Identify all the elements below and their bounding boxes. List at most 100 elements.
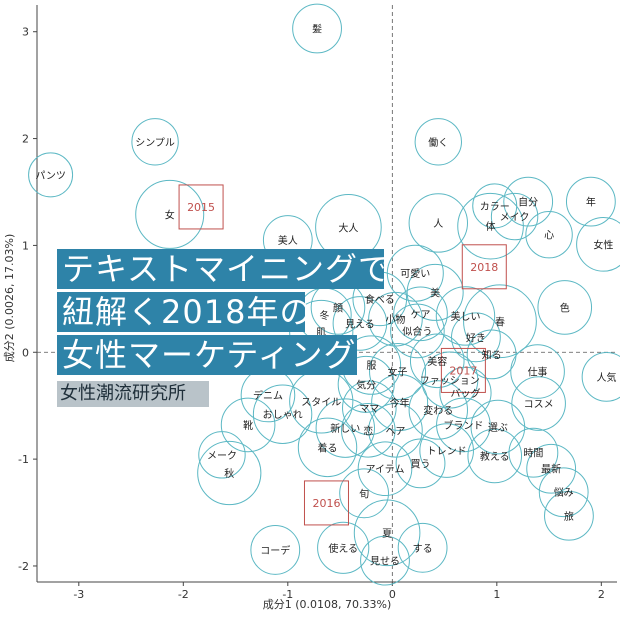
word-label: トレンド xyxy=(427,447,467,458)
word-label: 髪 xyxy=(312,24,322,36)
word-label: 気分 xyxy=(356,378,376,391)
word-label: シンプル xyxy=(135,137,175,149)
word-label: 知る xyxy=(482,348,502,361)
word-label: 美容 xyxy=(427,355,447,368)
word-bubble xyxy=(576,217,620,272)
word-bubble xyxy=(337,355,395,413)
word-bubble xyxy=(28,152,74,198)
word-bubble xyxy=(544,490,594,541)
word-bubble xyxy=(131,118,179,166)
word-label: 着る xyxy=(318,441,338,454)
word-label: 新しい xyxy=(330,422,360,435)
y-tick-label: -2 xyxy=(18,560,29,573)
word-label: 服 xyxy=(366,360,376,372)
word-label: コスメ xyxy=(524,400,554,411)
word-label: メーク xyxy=(207,450,237,462)
word-bubble xyxy=(435,286,496,346)
word-label: スタイル xyxy=(301,396,341,408)
word-bubble xyxy=(408,380,468,440)
word-bubble xyxy=(292,3,342,54)
word-bubble xyxy=(198,431,246,479)
word-label: 今年 xyxy=(390,396,410,409)
word-label: 年 xyxy=(586,196,596,209)
title-band-3 xyxy=(57,335,357,375)
word-label: 冬 xyxy=(319,309,329,322)
word-label: 美人 xyxy=(278,234,298,247)
word-bubble xyxy=(490,192,539,241)
word-label: カラー xyxy=(480,201,510,213)
year-label: 2018 xyxy=(470,261,498,274)
word-bubble xyxy=(397,522,448,573)
word-label: 時間 xyxy=(523,448,543,460)
word-label: おしゃれ xyxy=(263,409,303,421)
word-bubble xyxy=(466,329,517,380)
y-tick-label: 1 xyxy=(22,239,29,252)
title-band-1 xyxy=(57,249,384,289)
title-band-2 xyxy=(57,292,305,332)
y-tick-label: 0 xyxy=(22,346,29,359)
word-bubble xyxy=(395,438,446,489)
word-bubble xyxy=(503,176,554,227)
word-label: 心 xyxy=(544,230,554,242)
word-label: 食べる xyxy=(365,293,395,306)
word-bubble xyxy=(537,280,593,335)
word-label: 美 xyxy=(430,286,440,299)
subtitle-text: 女性潮流研究所 xyxy=(60,383,186,404)
word-label: 小物 xyxy=(385,313,405,326)
year-box xyxy=(461,244,507,290)
word-bubble xyxy=(252,384,313,444)
word-label: 買う xyxy=(411,458,431,470)
word-bubble xyxy=(353,499,421,567)
year-box xyxy=(440,347,486,393)
word-bubble xyxy=(565,176,616,227)
word-label: 似合う xyxy=(402,325,432,338)
word-label: 女性 xyxy=(593,238,613,251)
word-bubble xyxy=(408,193,468,253)
word-bubble xyxy=(317,521,370,574)
word-label: 変わる xyxy=(423,404,453,417)
x-axis-title: 成分1 (0.0108, 70.33%) xyxy=(263,598,392,611)
word-label: 働く xyxy=(428,136,448,149)
word-bubble xyxy=(457,192,524,260)
x-tick-label: -2 xyxy=(178,588,189,601)
word-label: 夏 xyxy=(382,528,392,540)
year-box xyxy=(178,184,224,230)
word-bubble xyxy=(369,343,427,401)
word-bubble xyxy=(390,303,445,359)
word-label: 女子 xyxy=(388,366,408,379)
word-bubble xyxy=(526,443,577,494)
title-line-2: 紐解く2018年の xyxy=(62,293,313,331)
y-tick-label: 2 xyxy=(22,133,29,146)
word-label: ケア xyxy=(411,309,431,321)
word-label: 顔 xyxy=(333,301,343,314)
word-bubble xyxy=(436,397,491,453)
subtitle-band xyxy=(57,381,209,407)
word-label: 見える xyxy=(345,318,375,330)
word-label: 旅 xyxy=(564,510,574,523)
word-bubble xyxy=(357,441,413,497)
word-label: ファッション xyxy=(420,376,480,387)
word-bubble xyxy=(451,312,501,363)
x-tick-label: -3 xyxy=(73,588,84,601)
word-label: ママ xyxy=(359,404,379,415)
word-bubble xyxy=(421,351,479,409)
word-label: コーデ xyxy=(260,544,290,557)
title-line-3: 女性マーケティング xyxy=(62,336,357,374)
word-label: 色 xyxy=(560,301,570,314)
word-bubble xyxy=(197,440,262,506)
word-bubble xyxy=(393,286,448,342)
word-bubble xyxy=(463,284,537,359)
year-label: 2015 xyxy=(187,201,215,214)
word-bubble xyxy=(467,428,523,484)
word-label: 仕事 xyxy=(528,366,548,379)
word-label: 見せる xyxy=(370,556,400,568)
word-label: 春 xyxy=(495,316,505,328)
x-tick-label: 0 xyxy=(389,588,396,601)
word-bubble xyxy=(439,366,492,419)
word-label: 人 xyxy=(433,218,443,230)
word-bubble xyxy=(315,398,375,458)
word-label: 使える xyxy=(328,542,358,555)
word-label: 美しい xyxy=(450,310,480,323)
